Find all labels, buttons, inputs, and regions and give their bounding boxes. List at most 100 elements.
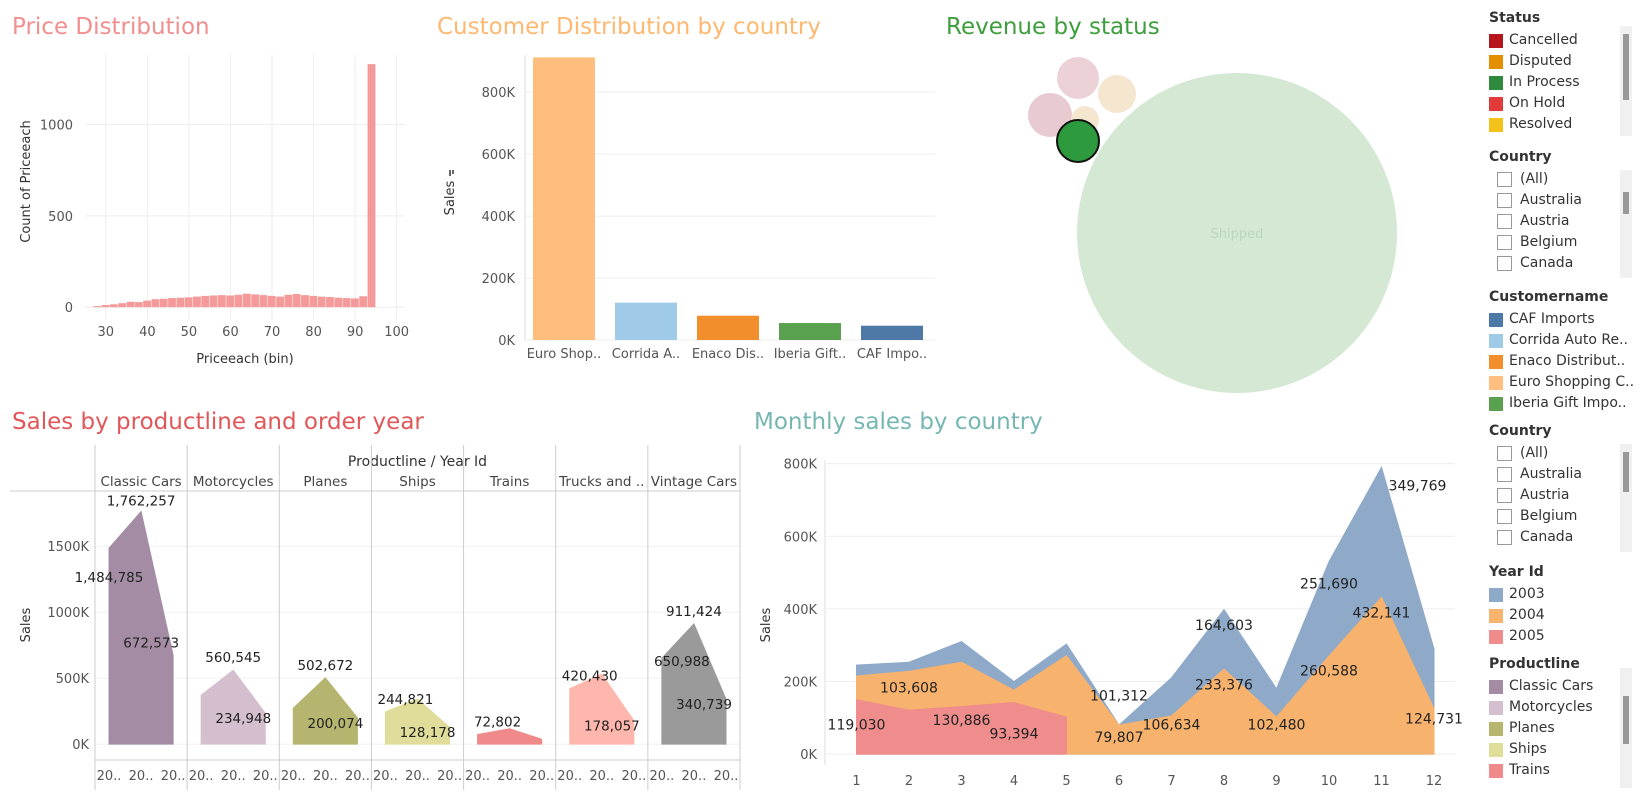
customer-bar[interactable] bbox=[779, 323, 841, 340]
checkbox[interactable] bbox=[1497, 256, 1512, 271]
price-bar[interactable] bbox=[109, 304, 118, 308]
checkbox[interactable] bbox=[1497, 193, 1512, 208]
productline-area[interactable] bbox=[661, 622, 727, 745]
status-legend-item[interactable]: In Process bbox=[1489, 72, 1639, 93]
productline-legend-item[interactable]: Planes bbox=[1489, 718, 1639, 739]
productline-area[interactable] bbox=[477, 728, 543, 745]
checkbox[interactable] bbox=[1497, 446, 1512, 461]
status-bubble[interactable] bbox=[1028, 93, 1072, 137]
price-bar[interactable] bbox=[350, 298, 359, 308]
year-legend-item[interactable]: 2005 bbox=[1489, 626, 1639, 647]
country-filter-2-option[interactable]: Canada bbox=[1489, 527, 1639, 548]
status-bubble[interactable] bbox=[1098, 75, 1136, 113]
monthly-sales-area-chart[interactable]: 0K 200K 400K 600K 800K Sales 119,030 103,608 130… bbox=[745, 445, 1480, 790]
productline-legend-item[interactable]: Motorcycles bbox=[1489, 697, 1639, 718]
status-legend[interactable]: Status Cancelled Disputed In Process On Hol… bbox=[1489, 8, 1639, 135]
status-legend-item[interactable]: Resolved bbox=[1489, 114, 1639, 135]
country-filter-2-scrollbar[interactable] bbox=[1620, 444, 1632, 552]
price-bar[interactable] bbox=[301, 295, 309, 308]
customername-legend-item[interactable]: Corrida Auto Re.. bbox=[1489, 330, 1639, 351]
country-filter-2[interactable]: Country (All) Australia Austria Belgium Cana… bbox=[1489, 421, 1639, 549]
country-filter-option[interactable]: Australia bbox=[1489, 190, 1639, 211]
status-bubble[interactable] bbox=[1057, 57, 1099, 99]
price-bar[interactable] bbox=[151, 299, 160, 308]
country-filter-2-option[interactable]: Austria bbox=[1489, 485, 1639, 506]
country-filter-2-option[interactable]: Belgium bbox=[1489, 506, 1639, 527]
country-filter-2-option[interactable]: Australia bbox=[1489, 464, 1639, 485]
customer-bar[interactable] bbox=[861, 325, 923, 340]
price-bar[interactable] bbox=[267, 295, 276, 308]
price-bar[interactable] bbox=[367, 64, 376, 308]
revenue-bubble-chart[interactable]: Shipped bbox=[940, 50, 1480, 400]
customername-legend-item[interactable]: Iberia Gift Impo.. bbox=[1489, 393, 1639, 414]
productline-area[interactable] bbox=[200, 669, 266, 745]
price-bar[interactable] bbox=[309, 295, 318, 308]
country-filter-option[interactable]: (All) bbox=[1489, 169, 1639, 190]
status-legend-item[interactable]: Cancelled bbox=[1489, 30, 1639, 51]
price-bar[interactable] bbox=[201, 295, 210, 308]
checkbox[interactable] bbox=[1497, 172, 1512, 187]
price-bar[interactable] bbox=[242, 293, 251, 308]
price-bar[interactable] bbox=[251, 294, 260, 308]
year-legend-item[interactable]: 2003 bbox=[1489, 584, 1639, 605]
price-bar[interactable] bbox=[326, 296, 334, 308]
status-bubble[interactable] bbox=[1077, 73, 1397, 393]
customer-bar[interactable] bbox=[697, 315, 759, 340]
price-bar[interactable] bbox=[101, 305, 110, 308]
productline-legend[interactable]: Productline Classic Cars Motorcycles Plane… bbox=[1489, 654, 1639, 794]
productline-area[interactable] bbox=[292, 677, 358, 745]
productline-legend-item[interactable]: Ships bbox=[1489, 739, 1639, 760]
country-filter-2-option[interactable]: (All) bbox=[1489, 443, 1639, 464]
price-bar[interactable] bbox=[259, 295, 268, 308]
country-filter-option[interactable]: Austria bbox=[1489, 211, 1639, 232]
customername-legend-item[interactable]: Euro Shopping C.. bbox=[1489, 372, 1639, 393]
price-bar[interactable] bbox=[93, 306, 102, 308]
customername-legend-item[interactable]: Enaco Distribut.. bbox=[1489, 351, 1639, 372]
year-legend-item[interactable]: 2004 bbox=[1489, 605, 1639, 626]
monthly-area[interactable] bbox=[856, 699, 1067, 755]
country-filter-option[interactable]: Belgium bbox=[1489, 232, 1639, 253]
checkbox[interactable] bbox=[1497, 488, 1512, 503]
country-filter[interactable]: Country (All) Australia Austria Belgium Cana… bbox=[1489, 147, 1639, 275]
productline-area[interactable] bbox=[108, 510, 174, 745]
year-legend[interactable]: Year Id 2003 2004 2005 bbox=[1489, 562, 1639, 647]
price-bar[interactable] bbox=[276, 296, 284, 308]
price-bar[interactable] bbox=[342, 298, 351, 308]
checkbox[interactable] bbox=[1497, 214, 1512, 229]
price-bar[interactable] bbox=[284, 294, 293, 308]
customername-legend-item[interactable]: CAF Imports bbox=[1489, 309, 1639, 330]
productline-area[interactable] bbox=[384, 698, 451, 745]
price-bar[interactable] bbox=[359, 296, 368, 308]
productline-legend-item[interactable]: Trains bbox=[1489, 760, 1639, 781]
price-bar[interactable] bbox=[118, 303, 127, 308]
price-bar[interactable] bbox=[317, 296, 326, 308]
price-bar[interactable] bbox=[143, 300, 151, 308]
customername-legend[interactable]: Customername CAF Imports Corrida Auto Re.… bbox=[1489, 287, 1639, 414]
monthly-area[interactable] bbox=[856, 465, 1435, 755]
checkbox[interactable] bbox=[1497, 235, 1512, 250]
price-bar[interactable] bbox=[168, 298, 176, 308]
customer-bar[interactable] bbox=[615, 302, 677, 340]
price-bar[interactable] bbox=[234, 294, 243, 308]
customer-distribution-chart[interactable]: 0K 200K 400K 600K 800K Euro Shop.. Corrida A..… bbox=[430, 50, 940, 390]
price-bar[interactable] bbox=[292, 294, 301, 308]
status-bubble[interactable] bbox=[1056, 119, 1100, 163]
country-filter-scrollbar[interactable] bbox=[1620, 170, 1632, 278]
productline-legend-scrollbar[interactable] bbox=[1620, 668, 1632, 788]
price-bar[interactable] bbox=[176, 297, 185, 308]
productline-area[interactable] bbox=[569, 673, 635, 745]
price-bar[interactable] bbox=[184, 297, 193, 308]
price-bar[interactable] bbox=[226, 295, 235, 308]
price-bar[interactable] bbox=[134, 302, 143, 308]
checkbox[interactable] bbox=[1497, 467, 1512, 482]
checkbox[interactable] bbox=[1497, 530, 1512, 545]
price-bar[interactable] bbox=[209, 295, 218, 308]
price-bar[interactable] bbox=[159, 298, 168, 308]
productline-legend-item[interactable]: Classic Cars bbox=[1489, 676, 1639, 697]
price-bar[interactable] bbox=[217, 295, 226, 308]
checkbox[interactable] bbox=[1497, 509, 1512, 524]
status-legend-item[interactable]: On Hold bbox=[1489, 93, 1639, 114]
price-bar[interactable] bbox=[193, 296, 201, 308]
country-filter-option[interactable]: Canada bbox=[1489, 253, 1639, 274]
